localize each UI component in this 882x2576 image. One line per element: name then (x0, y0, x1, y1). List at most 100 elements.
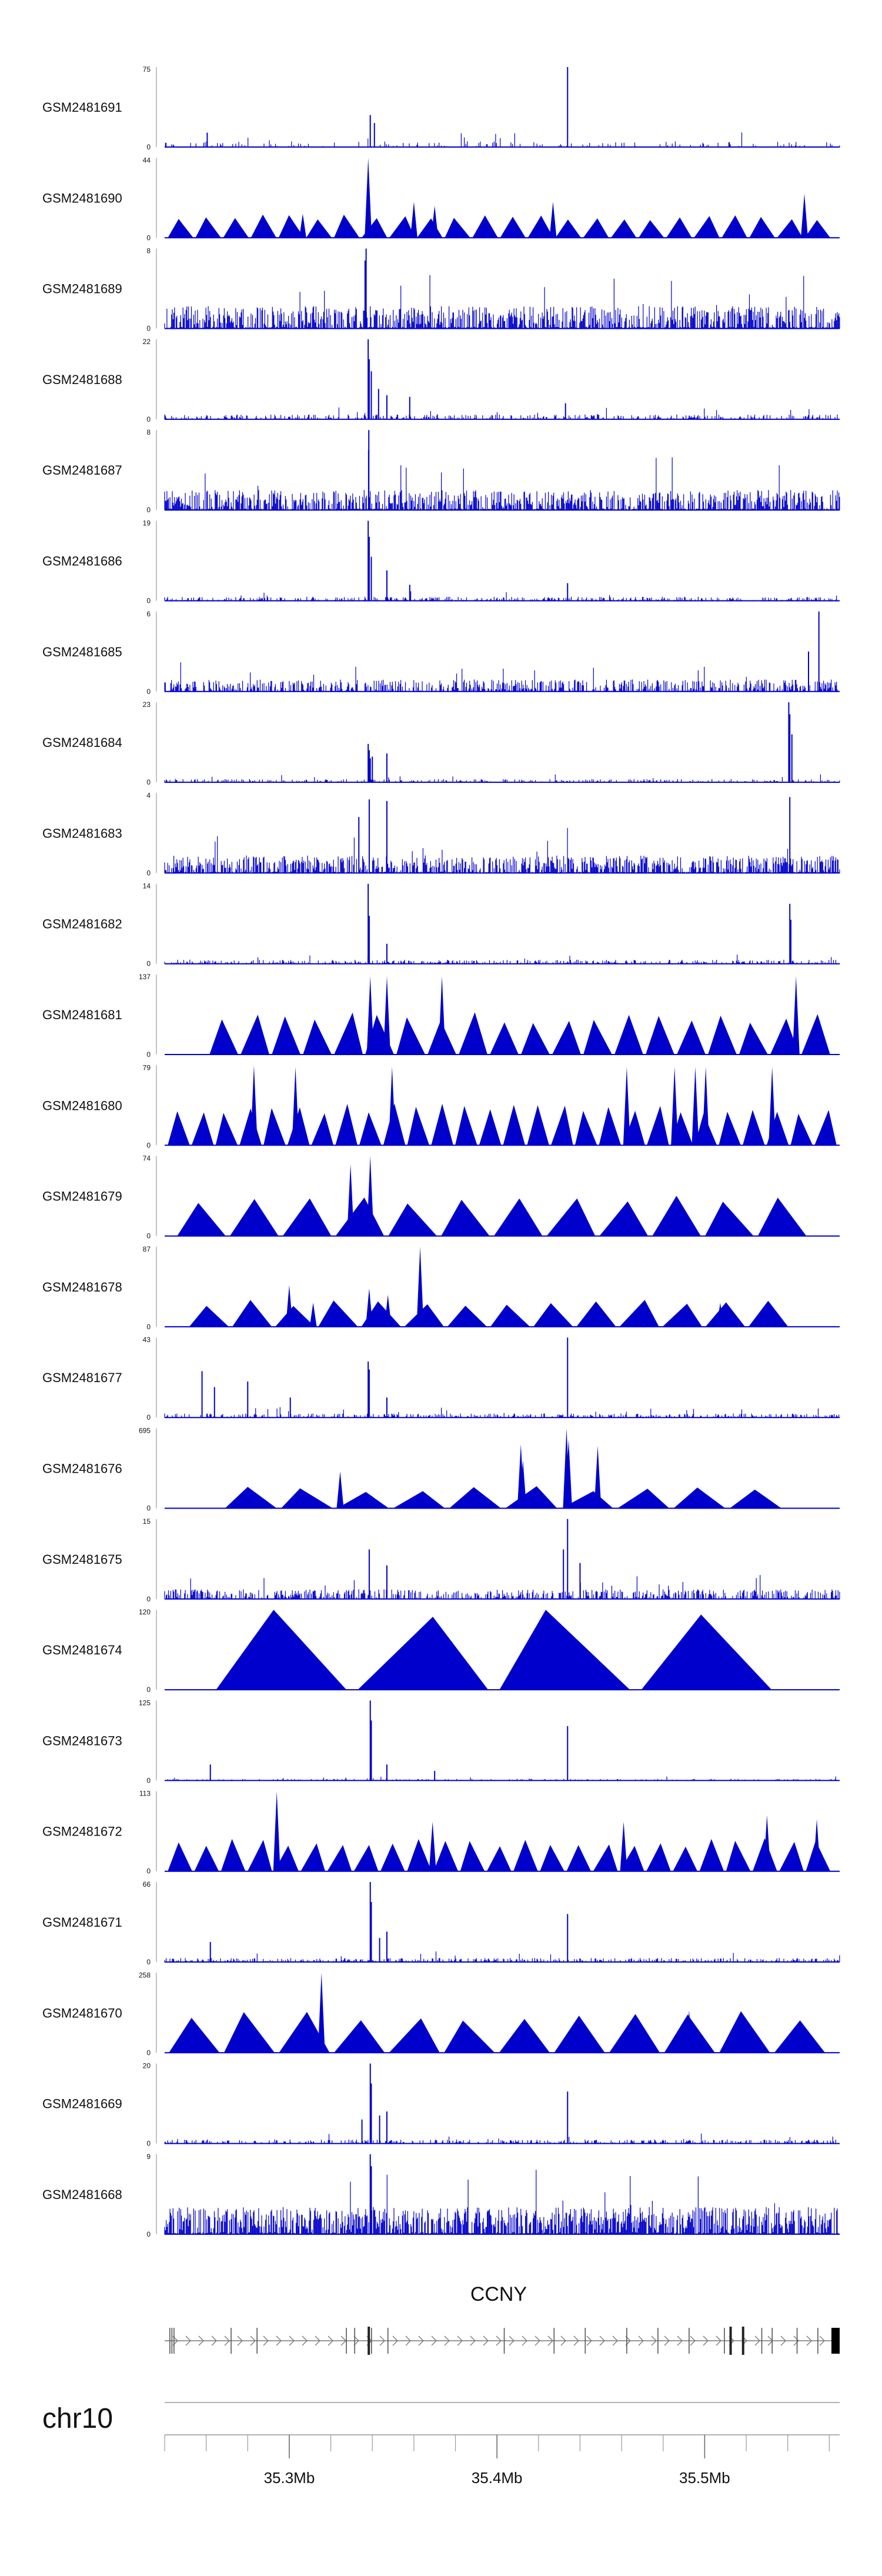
track-ymin-label: 0 (146, 1958, 151, 1966)
track-ymin-label: 0 (146, 233, 151, 242)
coverage-peak (438, 976, 446, 1055)
coverage-peak (309, 1303, 317, 1327)
gene-track: CCNY (165, 2283, 840, 2355)
strand-arrow-icon (819, 2335, 825, 2346)
strand-arrow-icon (431, 2335, 437, 2346)
coverage-area (168, 214, 830, 238)
track-label: GSM2481683 (42, 826, 122, 840)
track-ymax-label: 43 (143, 1336, 151, 1344)
strand-arrow-icon (457, 2335, 463, 2346)
track-GSM2481678: GSM2481678 87 0 (42, 1245, 840, 1331)
strand-arrow-icon (664, 2335, 670, 2346)
track-ymin-label: 0 (146, 960, 151, 968)
gene-exon-strong (729, 2327, 732, 2355)
track-ymin-label: 0 (146, 1686, 151, 1694)
track-ymin-label: 0 (146, 688, 151, 696)
track-GSM2481675: GSM2481675 15 0 (42, 1517, 840, 1603)
track-GSM2481676: GSM2481676 695 0 (42, 1427, 840, 1513)
track-label: GSM2481678 (42, 1280, 122, 1294)
track-label: GSM2481682 (42, 917, 122, 932)
track-label: GSM2481689 (42, 282, 122, 296)
coverage-peak (549, 202, 557, 238)
track-label: GSM2481688 (42, 372, 122, 387)
coverage-area (168, 1838, 831, 1871)
coverage-peak (702, 1067, 710, 1146)
coverage-peak (431, 205, 439, 238)
track-ymax-label: 8 (146, 428, 151, 436)
strand-arrow-icon (224, 2335, 230, 2346)
strand-arrow-icon (651, 2335, 657, 2346)
strand-arrow-icon (315, 2335, 320, 2346)
strand-arrow-icon (780, 2335, 786, 2346)
strand-arrow-icon (793, 2335, 799, 2346)
strand-arrow-icon (198, 2335, 204, 2346)
gene-exon-strong (368, 2327, 370, 2355)
coverage-peak (285, 1285, 293, 1327)
coverage-peak (388, 1067, 396, 1146)
track-label: GSM2481684 (42, 735, 122, 750)
track-label: GSM2481677 (42, 1370, 122, 1385)
track-ymax-label: 695 (139, 1427, 151, 1435)
track-GSM2481689: GSM2481689 8 0 (42, 247, 840, 333)
track-label: GSM2481673 (42, 1733, 122, 1748)
strand-arrow-icon (237, 2335, 243, 2346)
coverage-peak (565, 1439, 572, 1509)
track-ymin-label: 0 (146, 1141, 151, 1149)
track-ymax-label: 74 (143, 1154, 151, 1163)
track-ymin-label: 0 (146, 1232, 151, 1240)
track-GSM2481684: GSM2481684 23 0 (42, 700, 840, 786)
strand-arrow-icon (806, 2335, 812, 2346)
track-ymin-label: 0 (146, 2048, 151, 2057)
track-label: GSM2481691 (42, 100, 122, 115)
track-GSM2481687: GSM2481687 8 0 (42, 428, 840, 514)
strand-arrow-icon (470, 2335, 476, 2346)
strand-arrow-icon (379, 2335, 385, 2346)
track-GSM2481671: GSM2481671 66 0 (42, 1880, 840, 1966)
strand-arrow-icon (716, 2335, 721, 2346)
track-ymin-label: 0 (146, 1323, 151, 1331)
track-GSM2481673: GSM2481673 125 0 (42, 1699, 840, 1784)
coverage-peak (250, 1065, 258, 1146)
gene-name-label: CCNY (470, 2283, 527, 2305)
track-label: GSM2481686 (42, 554, 122, 569)
coverage-peak (769, 1067, 776, 1146)
strand-arrow-icon (547, 2335, 553, 2346)
coverage-peak (292, 1067, 299, 1146)
track-ymax-label: 20 (143, 2062, 151, 2070)
track-ymax-label: 44 (143, 156, 151, 164)
strand-arrow-icon (638, 2335, 644, 2346)
track-ymax-label: 120 (139, 1608, 151, 1616)
track-ymin-label: 0 (146, 1776, 151, 1784)
strand-arrow-icon (185, 2335, 191, 2346)
gene-exon-strong (741, 2327, 744, 2355)
track-label: GSM2481690 (42, 191, 122, 205)
coverage-peak (813, 1819, 821, 1871)
track-GSM2481691: GSM2481691 75 0 (42, 65, 840, 151)
coverage-peak (763, 1815, 771, 1871)
axis-tick-label: 35.5Mb (679, 2469, 730, 2487)
axis-tick-label: 35.4Mb (472, 2469, 523, 2487)
coverage-peak (384, 1294, 392, 1327)
track-label: GSM2481669 (42, 2097, 122, 2111)
coverage-peak (801, 193, 808, 238)
strand-arrow-icon (509, 2335, 514, 2346)
coverage-peak (519, 1460, 527, 1509)
strand-arrow-icon (405, 2335, 411, 2346)
strand-arrow-icon (340, 2335, 346, 2346)
track-ymin-label: 0 (146, 506, 151, 514)
coverage-area (225, 1486, 781, 1509)
strand-arrow-icon (767, 2335, 773, 2346)
track-ymax-label: 66 (143, 1880, 151, 1888)
track-ymin-label: 0 (146, 1867, 151, 1876)
strand-arrow-icon (599, 2335, 605, 2346)
coverage-area (189, 1300, 789, 1327)
track-ymin-label: 0 (146, 143, 151, 151)
genome-axis: chr10 35.3Mb 35.4Mb 35.5Mb (42, 2402, 840, 2487)
strand-arrow-icon (612, 2335, 618, 2346)
coverage-peak (318, 1973, 325, 2053)
track-GSM2481680: GSM2481680 79 0 (42, 1063, 840, 1149)
coverage-peak (792, 976, 800, 1055)
track-label: GSM2481676 (42, 1461, 122, 1476)
track-GSM2481682: GSM2481682 14 0 (42, 882, 840, 968)
track-ymax-label: 258 (139, 1971, 151, 1979)
